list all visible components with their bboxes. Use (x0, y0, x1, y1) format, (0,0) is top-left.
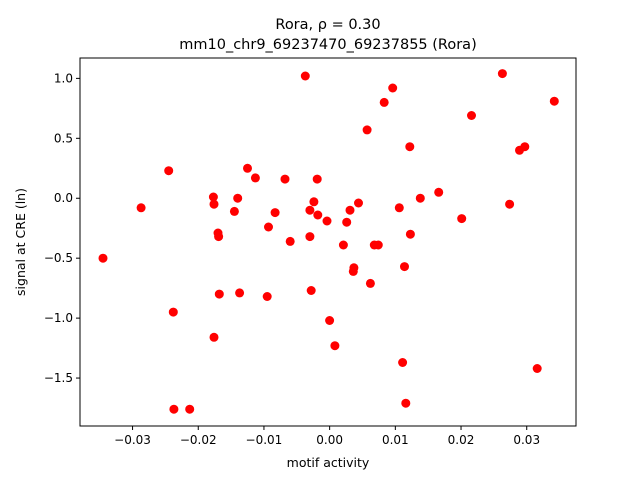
y-axis: −1.5 −1.0 −0.5 0.0 0.5 1.0 (44, 71, 80, 385)
data-point (305, 232, 315, 242)
data-point (362, 125, 372, 135)
data-point (505, 199, 515, 209)
y-tick-label: −0.5 (44, 251, 73, 265)
data-point (325, 316, 335, 325)
data-point (309, 197, 319, 207)
x-tick-label: −0.03 (114, 433, 151, 447)
y-tick-label: −1.0 (44, 311, 73, 325)
data-point (305, 205, 315, 215)
data-point (379, 97, 389, 107)
data-point (312, 174, 322, 184)
data-point (467, 111, 476, 120)
data-point (270, 208, 280, 218)
y-tick-label: −1.5 (44, 371, 73, 385)
data-point (345, 205, 355, 215)
data-point (373, 240, 383, 250)
points-layer (98, 69, 559, 414)
data-point (209, 332, 219, 342)
data-point (313, 210, 323, 220)
x-axis-label: motif activity (287, 455, 370, 470)
data-point (497, 69, 507, 79)
data-point (549, 96, 559, 106)
data-point (398, 358, 408, 367)
data-point (169, 404, 179, 414)
data-point (434, 187, 444, 197)
chart-title-line1: Rora, ρ = 0.30 (275, 17, 380, 33)
x-tick-label: −0.02 (180, 433, 217, 447)
data-point (306, 286, 316, 295)
data-point (136, 203, 146, 213)
data-point (405, 229, 415, 239)
data-point (250, 173, 260, 183)
data-point (330, 341, 340, 351)
data-point (354, 198, 363, 208)
data-point (262, 292, 272, 301)
data-point (394, 203, 404, 213)
data-point (520, 142, 530, 152)
data-point (208, 192, 218, 202)
data-point (300, 71, 310, 81)
data-point (164, 166, 174, 176)
data-point (168, 307, 178, 317)
data-point (338, 240, 348, 250)
data-point (365, 278, 375, 288)
data-point (342, 217, 352, 227)
data-point (233, 193, 243, 203)
data-point (285, 236, 295, 246)
data-point (214, 289, 224, 299)
data-point (209, 199, 219, 209)
data-point (243, 163, 252, 173)
data-point (229, 206, 239, 216)
data-point (457, 214, 467, 224)
y-tick-label: 1.0 (54, 71, 73, 85)
y-tick-label: 0.5 (54, 131, 73, 145)
data-point (185, 404, 195, 414)
x-tick-label: −0.01 (246, 433, 283, 447)
data-point (400, 262, 409, 272)
chart-title-line2: mm10_chr9_69237470_69237855 (Rora) (179, 37, 476, 53)
data-point (98, 253, 108, 263)
x-tick-label: 0.02 (448, 433, 475, 447)
plot-area (80, 58, 576, 426)
y-axis-label: signal at CRE (ln) (13, 188, 28, 296)
x-tick-label: 0.03 (513, 433, 540, 447)
data-point (214, 232, 224, 242)
data-point (532, 364, 542, 373)
data-point (280, 174, 290, 184)
x-tick-label: 0.01 (382, 433, 409, 447)
data-point (235, 288, 245, 298)
data-point (264, 222, 273, 232)
plot-frame (79, 57, 577, 427)
data-point (405, 142, 415, 152)
x-axis: −0.03 −0.02 −0.01 0.00 0.01 0.02 0.03 (114, 426, 540, 447)
x-tick-label: 0.00 (316, 433, 343, 447)
data-point (415, 193, 425, 203)
data-point (349, 263, 359, 273)
data-point (401, 398, 411, 408)
y-tick-label: 0.0 (54, 191, 73, 205)
data-point (322, 216, 332, 226)
data-point (388, 83, 398, 93)
